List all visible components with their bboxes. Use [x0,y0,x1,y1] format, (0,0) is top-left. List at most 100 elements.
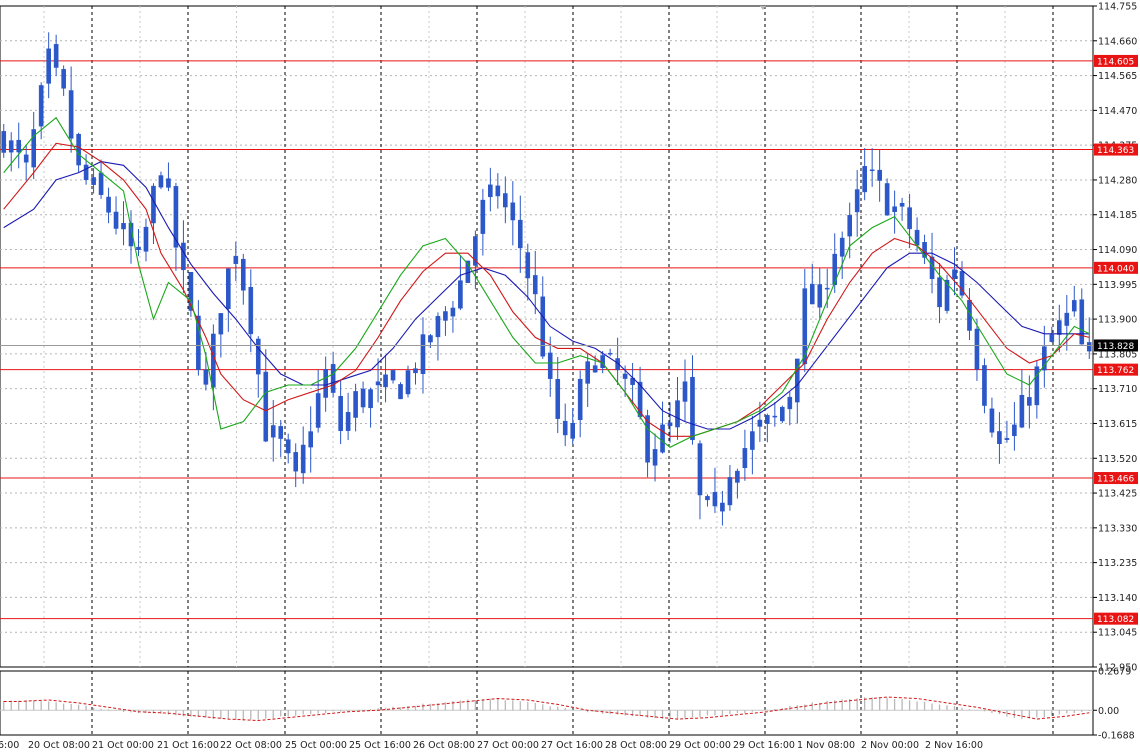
x-tick-label: 21 Oct 00:00 [92,740,154,751]
candle-body [128,222,134,247]
candle-body [495,185,501,197]
current-price-box [1094,339,1138,352]
candle-body [113,211,119,229]
candle-body [682,381,688,402]
candle-body [1064,312,1070,326]
candle-body [435,316,441,338]
candle-body [38,85,44,127]
candle-body [488,184,493,198]
candle-body [375,381,381,386]
y-tick-label: 114.470 [1098,106,1137,117]
x-tick-label: 25 Oct 16:00 [349,740,411,751]
candle-body [824,287,830,290]
candle-body [353,391,358,418]
candle-body [757,419,763,427]
shift-marker-icon [760,6,766,10]
osc-tick-label: 0.00 [1098,706,1119,717]
candle-body [675,400,680,428]
candle-body [121,223,126,230]
candle-body [750,431,755,450]
candle-body [405,370,411,395]
x-tick-label: 2 Nov 00:00 [861,740,919,751]
candle-body [270,425,276,438]
candle-body [952,269,957,279]
candle-body [398,384,403,400]
candle-body [660,424,665,453]
candle-body [428,335,433,343]
y-tick-label: 114.755 [1098,2,1137,13]
level-label: 114.605 [1097,57,1134,67]
candle-body [106,196,111,213]
candle-body [473,236,478,266]
candle-body [285,439,291,454]
candle-body [450,307,456,317]
candle-body [959,271,965,296]
candle-body [76,133,81,166]
candle-body [690,376,695,441]
candle-body [98,172,104,195]
candle-body [937,277,942,308]
candle-body [982,365,987,406]
candle-body [727,477,733,506]
candle-body [136,246,141,250]
candle-body [158,175,164,188]
candle-body [652,449,658,466]
candle-body [517,219,523,249]
candle-body [1071,300,1077,312]
x-tick-label: 25 Oct 00:00 [285,740,347,751]
level-label-box [1094,261,1138,274]
candle-body [510,202,516,221]
candle-body [862,166,867,193]
candle-body [8,140,14,153]
candle-body [218,313,224,335]
candle-body [869,169,875,172]
candle-body [817,284,823,308]
y-tick-label: 113.805 [1098,349,1137,360]
candle-body [832,253,838,286]
candle-body [338,395,343,431]
candle-body [458,280,463,309]
level-label-box [1094,363,1138,376]
candle-body [645,415,650,463]
candle-body [607,352,613,355]
candle-body [809,283,815,305]
candle-body [555,379,561,419]
candle-body [720,502,725,512]
candle-body [742,448,748,468]
x-tick-label: 26 Oct 08:00 [413,740,475,751]
candle-body [413,368,418,374]
candle-body [1034,366,1040,406]
candle-body [368,389,373,409]
candle-body [196,315,201,370]
x-tick-label: 29 Oct 00:00 [669,740,731,751]
candle-body [61,69,66,89]
moving-average-fast [3,116,1090,448]
candle-body [203,369,209,385]
candle-body [794,358,800,403]
candle-body [31,129,36,168]
candle-body [615,358,620,371]
y-tick-label: 113.710 [1098,384,1137,395]
level-label: 113.466 [1097,475,1134,485]
candle-body [974,328,980,370]
x-tick-label: 6:00 [0,740,19,751]
osc-tick-label: -0.1688 [1098,731,1135,742]
x-tick-label: 29 Oct 16:00 [733,740,795,751]
y-tick-label: 113.900 [1098,315,1137,326]
osc-signal-line [3,696,1090,722]
level-label: 113.082 [1097,615,1134,625]
x-tick-label: 20 Oct 08:00 [28,740,90,751]
candle-body [173,186,179,248]
candle-body [1004,438,1010,440]
y-tick-label: 113.045 [1098,628,1137,639]
main-plot-frame [0,5,1094,668]
candle-body [1,131,7,153]
y-tick-label: 113.520 [1098,454,1137,465]
x-tick-label: 22 Oct 08:00 [220,740,282,751]
candle-body [308,431,313,448]
candle-body [577,378,583,420]
level-label-box [1094,54,1138,67]
candle-body [765,415,770,424]
x-tick-label: 27 Oct 16:00 [541,740,603,751]
